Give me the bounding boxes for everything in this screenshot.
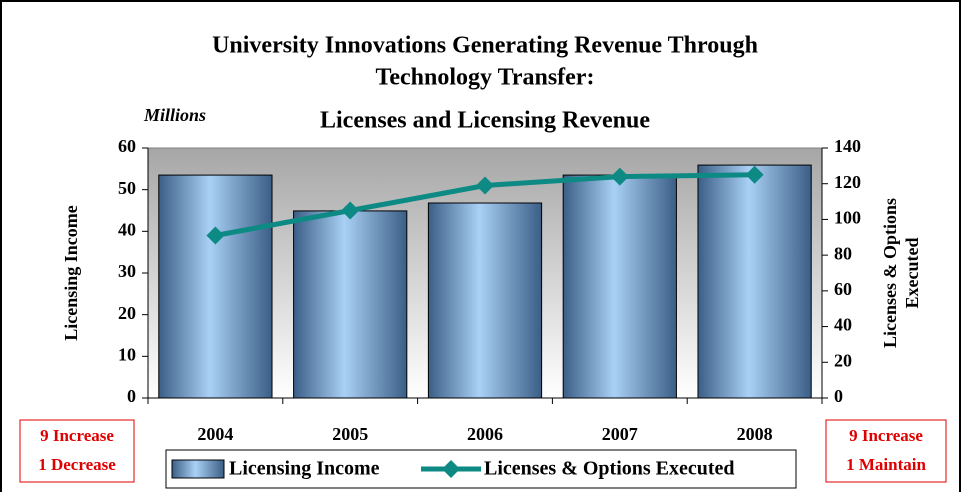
- annotation: 9 Increase: [849, 426, 923, 445]
- bar: [562, 174, 677, 399]
- y2-tick-label: 140: [834, 136, 861, 156]
- chart-title: University Innovations Generating Revenu…: [212, 33, 758, 59]
- marker: [745, 165, 764, 184]
- y-axis-label: Licensing Income: [61, 205, 81, 341]
- y-tick-label: 60: [118, 136, 136, 156]
- marker: [610, 167, 629, 186]
- x-tick-label: 2007: [602, 424, 638, 444]
- bar: [158, 174, 273, 399]
- marker: [206, 226, 225, 245]
- x-tick-label: 2008: [737, 424, 773, 444]
- y2-axis-label: Licenses & Options: [880, 198, 900, 348]
- annotation: 9 Increase: [40, 426, 114, 445]
- bar: [697, 164, 812, 399]
- x-tick-label: 2005: [332, 424, 368, 444]
- chart-title: Technology Transfer:: [376, 65, 595, 91]
- legend-swatch: [442, 460, 460, 478]
- annotation: 1 Decrease: [38, 455, 116, 474]
- y2-tick-label: 20: [834, 350, 852, 370]
- y2-tick-label: 120: [834, 172, 861, 192]
- units-label: Millions: [143, 105, 206, 125]
- legend-swatch: [171, 459, 225, 479]
- y2-tick-label: 0: [834, 386, 843, 406]
- marker: [341, 201, 360, 220]
- y2-tick-label: 60: [834, 279, 852, 299]
- annotation: 1 Maintain: [846, 455, 926, 474]
- y-tick-label: 20: [118, 303, 136, 323]
- marker: [476, 176, 494, 195]
- y2-tick-label: 80: [834, 243, 852, 263]
- x-tick-label: 2004: [197, 424, 233, 444]
- y-tick-label: 0: [127, 386, 136, 406]
- annotation-box: [825, 419, 947, 483]
- y-tick-label: 30: [118, 261, 136, 281]
- y-tick-label: 40: [118, 219, 136, 239]
- y2-axis-label: Executed: [902, 238, 922, 309]
- bar: [427, 202, 543, 399]
- annotation-box: [19, 419, 135, 483]
- y-tick-label: 50: [118, 178, 136, 198]
- y-tick-label: 10: [118, 344, 136, 364]
- bar: [293, 210, 408, 399]
- y2-tick-label: 100: [834, 208, 861, 228]
- chart-title: Licenses and Licensing Revenue: [320, 108, 650, 134]
- legend-label: Licenses & Options Executed: [484, 458, 735, 480]
- x-tick-label: 2006: [467, 424, 503, 444]
- y2-tick-label: 40: [834, 315, 852, 335]
- legend-label: Licensing Income: [229, 458, 380, 480]
